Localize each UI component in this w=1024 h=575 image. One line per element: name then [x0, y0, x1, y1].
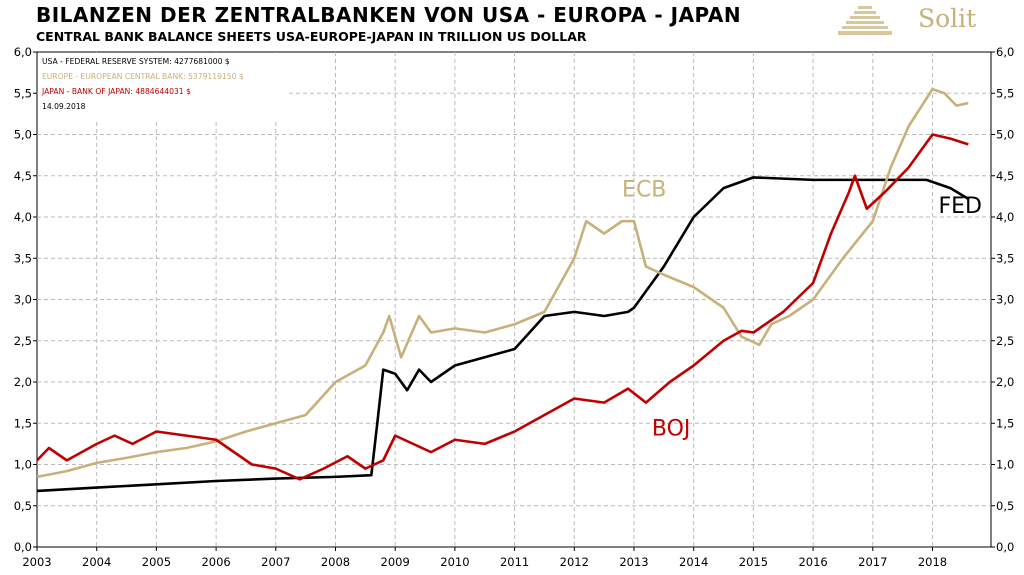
series-line-boj — [36, 133, 969, 481]
series-line-ecb — [36, 87, 969, 479]
solit-logo-icon — [838, 6, 892, 35]
y-tick-label-right: 3,0 — [996, 293, 1014, 307]
y-tick-label-left: 5,5 — [14, 86, 32, 100]
y-tick-label-right: 1,5 — [996, 416, 1014, 430]
y-tick-label-right: 1,0 — [996, 458, 1014, 472]
legend-item: USA - FEDERAL RESERVE SYSTEM: 4277681000… — [42, 57, 230, 66]
logo-text: Solit — [918, 4, 977, 33]
y-tick-label-right: 5,0 — [996, 128, 1014, 142]
x-tick-label: 2004 — [82, 555, 111, 569]
y-tick-label-left: 2,5 — [14, 334, 32, 348]
series-label-ecb: ECB — [622, 177, 666, 202]
y-tick-label-left: 5,0 — [14, 128, 32, 142]
x-tick-label: 2005 — [142, 555, 171, 569]
x-tick-label: 2013 — [619, 555, 648, 569]
x-tick-label: 2012 — [560, 555, 589, 569]
y-tick-label-right: 6,0 — [996, 45, 1014, 59]
chart-subtitle: CENTRAL BANK BALANCE SHEETS USA-EUROPE-J… — [36, 29, 587, 44]
x-tick-label: 2003 — [22, 555, 51, 569]
y-tick-label-right: 3,5 — [996, 251, 1014, 265]
y-tick-label-right: 4,0 — [996, 210, 1014, 224]
y-tick-label-right: 4,5 — [996, 169, 1014, 183]
y-tick-label-right: 5,5 — [996, 86, 1014, 100]
y-tick-label-right: 0,0 — [996, 540, 1014, 554]
y-tick-label-left: 0,0 — [14, 540, 32, 554]
x-tick-label: 2017 — [858, 555, 887, 569]
x-tick-label: 2011 — [500, 555, 529, 569]
y-tick-label-left: 4,5 — [14, 169, 32, 183]
series-label-boj: BOJ — [652, 417, 691, 442]
y-tick-label-right: 2,0 — [996, 375, 1014, 389]
y-tick-label-right: 2,5 — [996, 334, 1014, 348]
x-tick-label: 2008 — [321, 555, 350, 569]
y-tick-label-left: 0,5 — [14, 499, 32, 513]
y-tick-label-left: 3,5 — [14, 251, 32, 265]
y-tick-label-right: 0,5 — [996, 499, 1014, 513]
x-tick-label: 2010 — [440, 555, 469, 569]
x-tick-label: 2009 — [381, 555, 410, 569]
legend-box — [38, 53, 288, 119]
chart-title: BILANZEN DER ZENTRALBANKEN VON USA - EUR… — [36, 3, 742, 27]
x-tick-label: 2016 — [798, 555, 827, 569]
x-tick-label: 2007 — [261, 555, 290, 569]
legend-item: 14.09.2018 — [42, 102, 86, 111]
y-tick-label-left: 3,0 — [14, 293, 32, 307]
y-tick-label-left: 1,5 — [14, 416, 32, 430]
x-tick-label: 2015 — [739, 555, 768, 569]
y-tick-label-left: 2,0 — [14, 375, 32, 389]
legend-item: EUROPE - EUROPEAN CENTRAL BANK: 53791191… — [42, 72, 244, 81]
legend-item: JAPAN - BANK OF JAPAN: 4884644031 $ — [41, 87, 191, 96]
x-tick-label: 2018 — [918, 555, 947, 569]
y-tick-label-left: 1,0 — [14, 458, 32, 472]
x-tick-label: 2014 — [679, 555, 708, 569]
x-tick-label: 2006 — [201, 555, 230, 569]
series-label-fed: FED — [938, 194, 982, 219]
y-tick-label-left: 4,0 — [14, 210, 32, 224]
series-line-fed — [36, 176, 969, 493]
y-tick-label-left: 6,0 — [14, 45, 32, 59]
